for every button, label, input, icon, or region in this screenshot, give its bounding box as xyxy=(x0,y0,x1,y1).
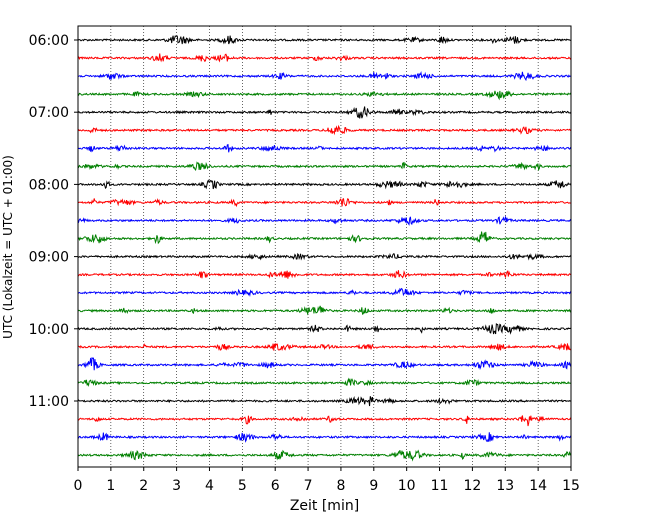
trace-7 xyxy=(77,161,572,172)
x-tick-label-6: 6 xyxy=(271,478,280,494)
trace-4 xyxy=(77,106,572,119)
x-tick-label-3: 3 xyxy=(172,478,181,494)
trace-14 xyxy=(77,287,572,297)
trace-1 xyxy=(77,53,572,63)
trace-8 xyxy=(77,179,572,190)
x-axis-ticks: 0 1 2 3 4 5 6 7 8 9 10 11 12 13 14 15 xyxy=(74,467,580,494)
trace-12 xyxy=(77,252,572,261)
y-tick-label-5: 11:00 xyxy=(29,394,69,410)
trace-20 xyxy=(77,395,572,407)
x-tick-label-15: 15 xyxy=(562,478,580,494)
y-tick-label-1: 07:00 xyxy=(29,105,69,121)
trace-0 xyxy=(77,35,572,45)
x-tick-label-10: 10 xyxy=(398,478,416,494)
trace-22 xyxy=(77,432,572,443)
x-tick-label-12: 12 xyxy=(463,478,481,494)
trace-21 xyxy=(78,415,572,427)
trace-15 xyxy=(77,305,572,316)
trace-3 xyxy=(77,90,572,101)
trace-17 xyxy=(77,342,572,351)
trace-19 xyxy=(77,377,572,388)
y-tick-label-2: 08:00 xyxy=(29,177,69,193)
y-tick-label-4: 10:00 xyxy=(29,322,69,338)
trace-6 xyxy=(77,144,572,153)
x-tick-label-0: 0 xyxy=(74,478,83,494)
trace-16 xyxy=(77,323,572,335)
x-tick-label-9: 9 xyxy=(369,478,378,494)
x-tick-label-2: 2 xyxy=(139,478,148,494)
seismic-traces xyxy=(77,35,572,462)
x-tick-label-13: 13 xyxy=(496,478,514,494)
x-tick-label-7: 7 xyxy=(304,478,313,494)
plot-frame xyxy=(77,25,572,468)
y-axis-label: UTC (Lokalzeit = UTC + 01:00) xyxy=(1,155,15,339)
trace-11 xyxy=(77,231,572,245)
x-tick-label-11: 11 xyxy=(431,478,449,494)
y-tick-label-3: 09:00 xyxy=(29,250,69,266)
trace-2 xyxy=(77,71,572,82)
x-tick-label-4: 4 xyxy=(205,478,214,494)
x-tick-label-5: 5 xyxy=(238,478,247,494)
x-tick-label-8: 8 xyxy=(336,478,345,494)
x-axis-label: Zeit [min] xyxy=(290,498,359,514)
trace-18 xyxy=(77,356,572,371)
trace-10 xyxy=(77,215,572,226)
y-axis-ticks: 06:00 07:00 08:00 09:00 10:00 11:00 xyxy=(29,33,78,410)
x-tick-label-14: 14 xyxy=(529,478,547,494)
trace-23 xyxy=(77,449,572,462)
y-tick-label-0: 06:00 xyxy=(29,33,69,49)
trace-9 xyxy=(77,197,572,208)
trace-5 xyxy=(77,124,572,136)
x-tick-label-1: 1 xyxy=(106,478,115,494)
trace-13 xyxy=(77,270,572,279)
